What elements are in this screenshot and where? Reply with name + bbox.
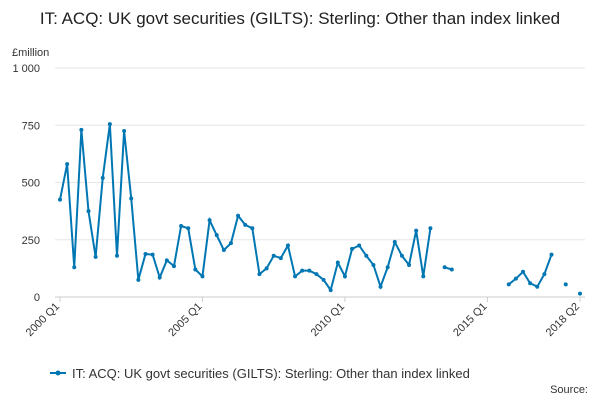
data-point [542,272,547,277]
data-point [157,275,162,280]
data-point [143,251,148,256]
data-point [307,268,312,273]
x-tick-label: 2018 Q2 [544,301,582,339]
data-point [243,222,248,227]
y-unit: £million [12,47,49,59]
data-point [414,228,419,233]
data-point [257,272,262,277]
y-tick-label: 0 [34,292,40,304]
data-point [528,281,533,286]
data-point [236,213,241,218]
data-point [278,256,283,261]
legend-label: IT: ACQ: UK govt securities (GILTS): Ste… [72,366,470,381]
data-point [114,253,119,258]
data-point [193,267,198,272]
data-point [179,224,184,229]
data-point [186,226,191,231]
data-point [350,246,355,251]
data-point [65,162,70,167]
data-point [506,282,511,287]
x-tick-label: 2005 Q1 [166,301,204,339]
data-point [535,284,540,289]
data-point [285,243,290,248]
data-point [328,288,333,293]
data-point [578,291,582,296]
x-tick-label: 2015 Q1 [451,301,489,339]
data-point [228,241,233,246]
data-point [449,267,454,272]
data-point [385,265,390,270]
source: Source: [550,384,588,396]
data-point [150,252,155,257]
y-tick-label: 500 [22,178,40,190]
x-tick-label: 2000 Q1 [24,301,62,339]
data-point [357,243,362,248]
data-point [513,276,518,281]
data-point [93,254,98,259]
data-point [371,262,376,267]
chart-title: IT: ACQ: UK govt securities (GILTS): Ste… [40,9,560,28]
data-point [221,248,226,253]
data-point [86,209,91,214]
data-point [364,253,369,258]
data-point [264,266,269,271]
data-point [563,282,568,287]
y-tick-label: 250 [22,235,40,247]
data-point [321,277,326,282]
data-point [122,128,127,133]
data-point [136,277,141,282]
data-point [335,260,340,265]
data-point [107,122,112,127]
data-point [442,265,447,270]
data-point [171,264,176,269]
data-point [271,253,276,258]
data-point [392,240,397,245]
data-point [421,274,426,279]
data-point [79,127,84,132]
data-point [300,268,305,273]
data-point [378,284,383,289]
data-point [100,175,105,180]
data-point [428,226,433,231]
y-tick-label: 750 [22,120,40,132]
data-point [293,274,298,279]
data-point [250,226,255,231]
data-line [60,124,580,293]
x-tick-label: 2010 Q1 [309,301,347,339]
data-point [549,252,554,257]
data-point [342,274,347,279]
data-point [164,258,169,263]
data-point [214,233,219,238]
data-point [314,272,319,277]
data-point [399,253,404,258]
data-point [72,265,77,270]
data-point [200,274,205,279]
data-point [129,196,134,201]
data-point [58,197,62,202]
data-point [407,262,412,267]
y-tick-label: 1 000 [12,63,40,75]
data-point [521,269,526,274]
data-point [207,218,212,223]
legend-dot [55,370,61,376]
